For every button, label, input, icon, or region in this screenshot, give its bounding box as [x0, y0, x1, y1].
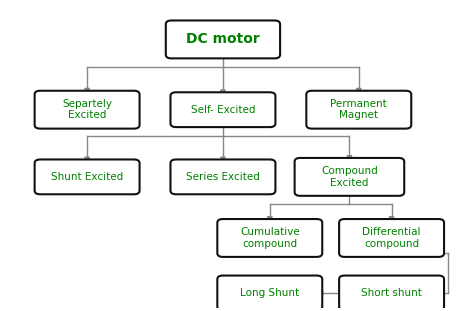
- Text: Compound
Excited: Compound Excited: [321, 166, 378, 188]
- FancyBboxPatch shape: [35, 160, 139, 194]
- FancyBboxPatch shape: [166, 21, 280, 58]
- FancyBboxPatch shape: [339, 219, 444, 257]
- FancyBboxPatch shape: [306, 91, 411, 129]
- FancyBboxPatch shape: [217, 219, 322, 257]
- Text: Differential
compound: Differential compound: [362, 227, 421, 249]
- FancyBboxPatch shape: [217, 276, 322, 310]
- Text: DC motor: DC motor: [186, 32, 260, 46]
- Text: Self- Excited: Self- Excited: [191, 105, 255, 115]
- Text: Cumulative
compound: Cumulative compound: [240, 227, 300, 249]
- Text: Series Excited: Series Excited: [186, 172, 260, 182]
- Text: Short shunt: Short shunt: [361, 288, 422, 298]
- FancyBboxPatch shape: [339, 276, 444, 310]
- FancyBboxPatch shape: [171, 160, 275, 194]
- FancyBboxPatch shape: [295, 158, 404, 196]
- Text: Long Shunt: Long Shunt: [240, 288, 300, 298]
- Text: Shunt Excited: Shunt Excited: [51, 172, 123, 182]
- FancyBboxPatch shape: [35, 91, 139, 129]
- Text: Permanent
Magnet: Permanent Magnet: [330, 99, 387, 120]
- FancyBboxPatch shape: [171, 92, 275, 127]
- Text: Separtely
Excited: Separtely Excited: [62, 99, 112, 120]
